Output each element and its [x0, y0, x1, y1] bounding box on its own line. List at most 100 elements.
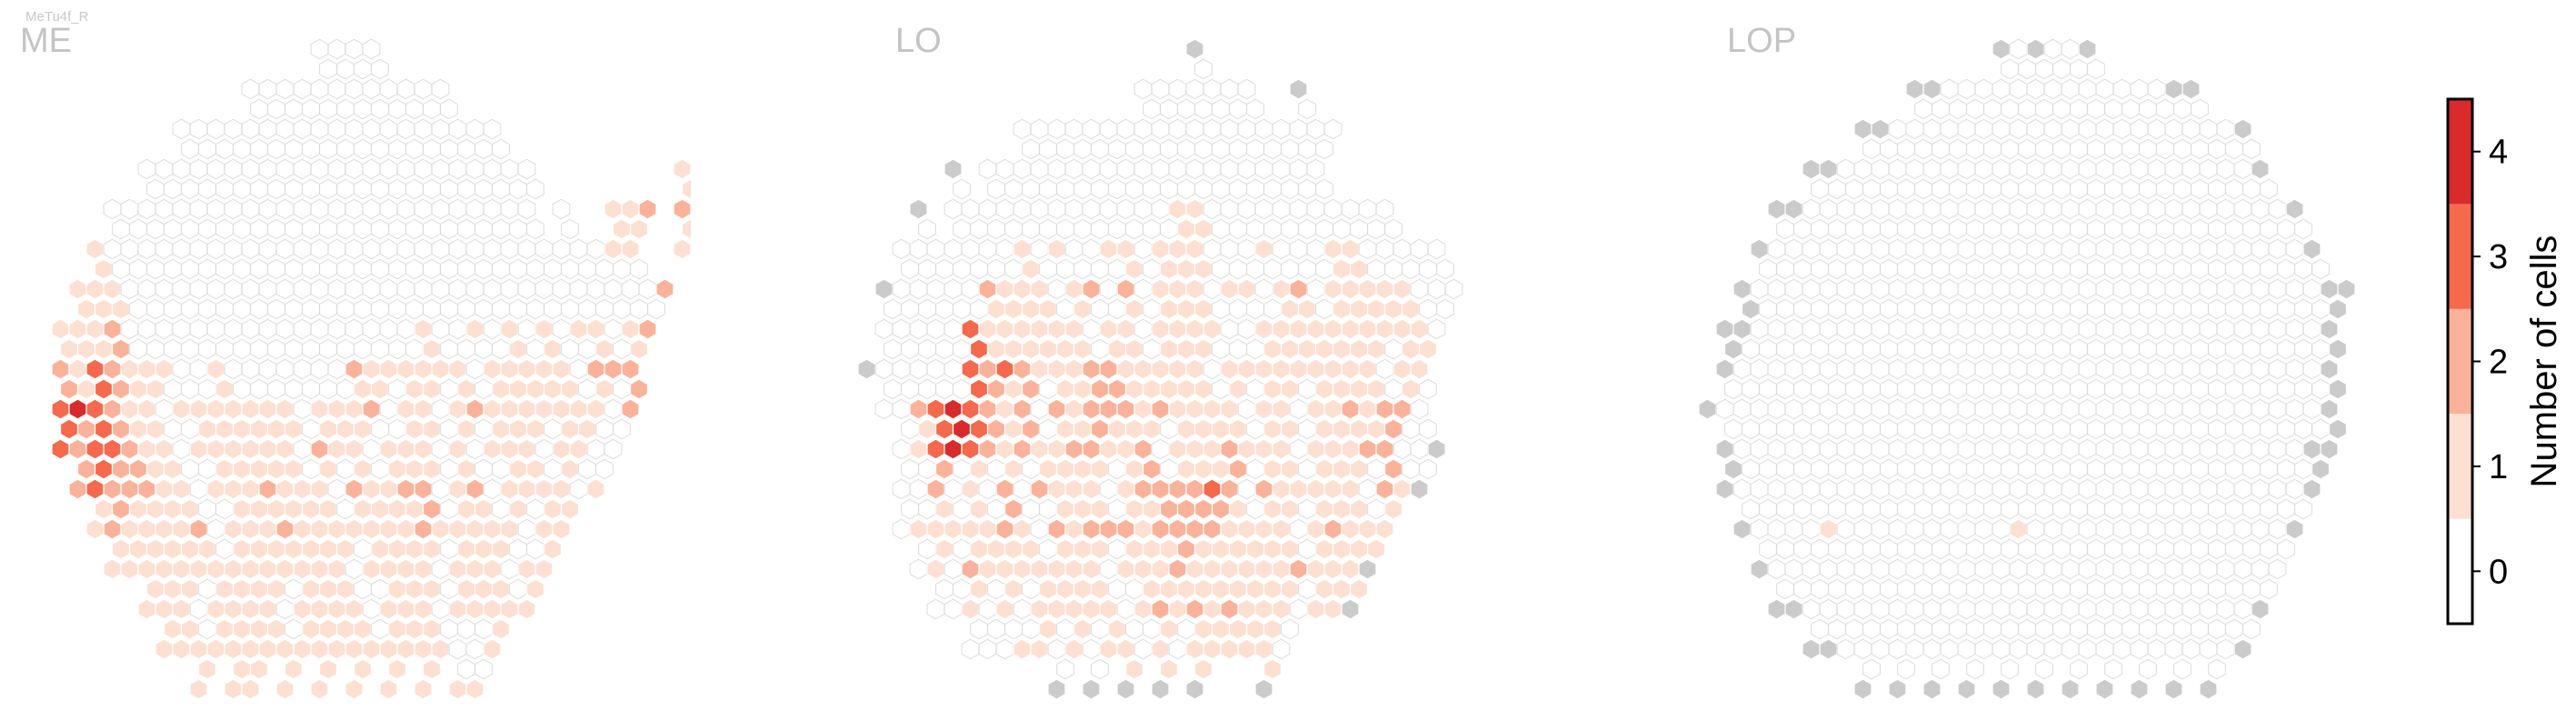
hex-cell — [483, 638, 502, 660]
hex-cell — [1315, 138, 1333, 160]
hex-cell — [2277, 538, 2295, 560]
hex-cell — [1375, 198, 1394, 220]
hex-cell — [638, 318, 657, 340]
hex-cell — [909, 198, 928, 220]
hex-cell — [1091, 658, 1109, 680]
hex-cell — [1367, 538, 1385, 560]
hex-cell — [2191, 98, 2209, 120]
hex-cell — [1966, 658, 1984, 680]
hex-cell — [1410, 398, 1429, 420]
hex-cell — [2251, 598, 2270, 620]
hex-cell — [2078, 38, 2097, 60]
hex-cell — [1922, 678, 1942, 700]
hex-cell — [474, 658, 493, 680]
colorbar-segment — [2448, 518, 2472, 624]
hex-cell — [1992, 678, 2011, 700]
hex-cell — [1289, 78, 1308, 100]
hex-cell — [2061, 678, 2080, 700]
hex-map-me — [51, 38, 691, 700]
hex-cell — [682, 218, 691, 240]
panel-title-lo: LO — [895, 22, 942, 60]
hex-cell — [944, 158, 963, 180]
hex-cell — [561, 498, 579, 520]
colorbar-segment — [2448, 308, 2472, 415]
colorbar-tick-label: 2 — [2489, 344, 2508, 382]
hex-cell — [2311, 258, 2330, 280]
hex-cell — [1419, 458, 1437, 480]
hex-cell — [2139, 658, 2157, 680]
hex-cell — [1151, 678, 1170, 700]
hex-cell — [953, 178, 971, 200]
hex-cell — [630, 338, 648, 360]
hex-cell — [630, 218, 648, 240]
hex-cell — [544, 538, 562, 560]
hex-cell — [2329, 418, 2347, 440]
hex-cell — [2001, 658, 2019, 680]
hex-cell — [630, 258, 648, 280]
hex-cell — [354, 658, 372, 680]
hex-cell — [1427, 438, 1446, 460]
hex-cell — [682, 178, 691, 200]
hex-cell — [526, 178, 544, 200]
hex-cell — [2095, 678, 2114, 700]
hex-cell — [414, 678, 433, 700]
colorbar-segment — [2448, 204, 2472, 309]
hex-cell — [1419, 338, 1437, 360]
hex-cell — [1932, 658, 1950, 680]
hex-cell — [2320, 438, 2339, 460]
hex-cell — [423, 658, 441, 680]
hex-cell — [1427, 318, 1446, 340]
colorbar-tick-label: 1 — [2489, 448, 2508, 486]
hex-cell — [2329, 378, 2347, 400]
hex-cell — [613, 418, 631, 440]
hex-cell — [2087, 58, 2105, 80]
hex-cell — [2026, 678, 2045, 700]
hex-cell — [2294, 218, 2312, 240]
hex-cell — [371, 58, 389, 80]
hex-cell — [552, 198, 571, 220]
colorbar-tick-label: 3 — [2489, 238, 2508, 276]
hex-cell — [1419, 418, 1437, 440]
hex-cell — [379, 678, 398, 700]
hex-cell — [2329, 338, 2347, 360]
hex-cell — [2320, 358, 2339, 380]
hex-cell — [1341, 598, 1360, 620]
hex-cell — [465, 678, 484, 700]
hex-cell — [1427, 238, 1446, 260]
hex-cell — [388, 658, 406, 680]
hex-cell — [1419, 378, 1437, 400]
hex-cell — [2199, 678, 2218, 700]
hex-cell — [319, 658, 337, 680]
hex-cell — [2260, 178, 2278, 200]
hex-cell — [552, 518, 571, 540]
hex-cell — [1384, 218, 1403, 240]
hex-cell — [2285, 198, 2304, 220]
colorbar-label: Number of cells — [2524, 235, 2564, 488]
colorbar-tick-label: 0 — [2489, 553, 2508, 591]
hex-cell — [673, 158, 691, 180]
hex-cell — [2285, 518, 2304, 540]
hex-cell — [655, 278, 674, 300]
hex-cell — [1047, 678, 1066, 700]
hex-cell — [517, 598, 536, 620]
hex-cell — [1194, 58, 1213, 80]
hex-cell — [1957, 678, 1976, 700]
colorbar-segment — [2448, 99, 2472, 205]
hex-cell — [2311, 458, 2330, 480]
hex-cell — [561, 218, 579, 240]
hex-cell — [1306, 158, 1325, 180]
hex-cell — [1350, 578, 1368, 600]
hex-cell — [1375, 518, 1394, 540]
hex-cell — [1853, 678, 1872, 700]
colorbar-segment — [2448, 414, 2472, 519]
hex-cell — [1410, 358, 1429, 380]
hex-cell — [275, 678, 295, 700]
hex-cell — [2233, 638, 2252, 660]
hex-cell — [1160, 658, 1178, 680]
hex-cell — [1246, 98, 1264, 120]
hex-cell — [440, 98, 458, 120]
hex-cell — [344, 678, 364, 700]
hex-cell — [1237, 78, 1256, 100]
hex-cell — [517, 158, 536, 180]
hex-cell — [483, 118, 502, 140]
